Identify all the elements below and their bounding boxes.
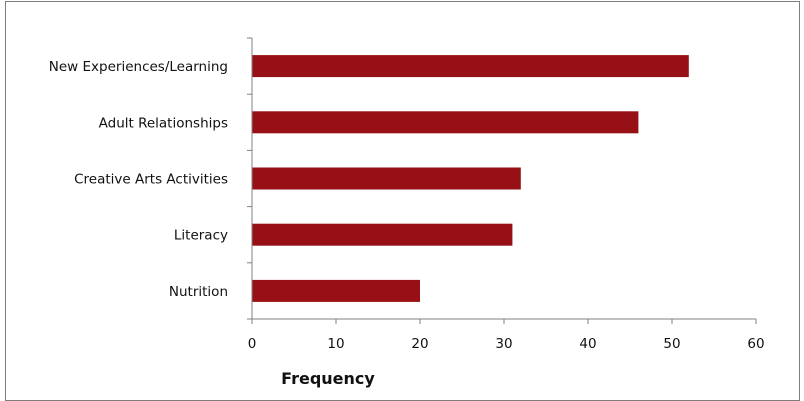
- x-tick-label: 60: [747, 336, 764, 352]
- x-tick-labels: 0 10 20 30 40 50 60: [248, 336, 765, 352]
- x-tick-label: 10: [327, 336, 344, 352]
- bar: [252, 279, 420, 302]
- category-label: Nutrition: [169, 284, 228, 300]
- x-tick-label: 20: [411, 336, 428, 352]
- bar: [252, 167, 521, 190]
- bar: [252, 111, 639, 134]
- category-label: New Experiences/Learning: [49, 59, 228, 75]
- bar: [252, 223, 513, 246]
- bar: [252, 55, 689, 78]
- y-axis-ticks: [247, 37, 252, 320]
- x-tick-label: 0: [248, 336, 257, 352]
- x-axis-ticks: [251, 319, 757, 324]
- x-tick-label: 30: [495, 336, 512, 352]
- category-label: Literacy: [174, 228, 228, 244]
- x-axis-title: Frequency: [281, 369, 375, 388]
- x-tick-label: 40: [579, 336, 596, 352]
- category-labels: New Experiences/Learning Adult Relationsh…: [49, 59, 228, 300]
- category-label: Adult Relationships: [99, 115, 228, 131]
- x-tick-label: 50: [663, 336, 680, 352]
- bars-group: [252, 55, 689, 302]
- category-label: Creative Arts Activities: [74, 172, 228, 188]
